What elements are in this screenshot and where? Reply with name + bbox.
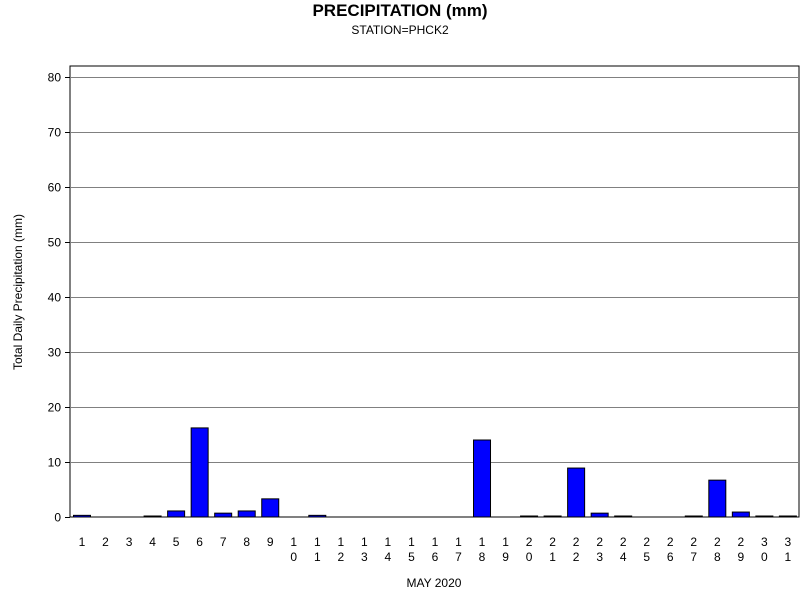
bar-day-11 <box>308 514 327 518</box>
x-axis-label: MAY 2020 <box>407 576 462 590</box>
bar-day-1 <box>73 514 91 518</box>
bar-day-6 <box>190 427 209 518</box>
bar-day-24 <box>614 515 633 518</box>
y-tick-label: 50 <box>48 236 62 250</box>
y-tick-label: 0 <box>54 511 61 525</box>
y-tick-label: 80 <box>48 71 62 85</box>
x-tick-label: 3 <box>126 535 133 549</box>
x-tick-label: 6 <box>196 535 203 549</box>
bar-day-5 <box>167 510 186 518</box>
y-tick-label: 70 <box>48 126 62 140</box>
x-tick-label: 2 <box>102 535 109 549</box>
y-tick-label: 40 <box>48 291 62 305</box>
bar-day-23 <box>590 512 609 518</box>
y-tick-label: 10 <box>48 456 62 470</box>
x-tick-label: 8 <box>243 535 250 549</box>
bar-day-9 <box>261 498 280 518</box>
bar-day-28 <box>708 479 727 518</box>
y-tick-label: 20 <box>48 401 62 415</box>
bar-day-27 <box>684 515 703 518</box>
chart-subtitle: STATION=PHCK2 <box>351 23 449 37</box>
bar-day-18 <box>473 439 492 518</box>
chart-title: PRECIPITATION (mm) <box>312 1 488 20</box>
y-axis-label: Total Daily Precipitation (mm) <box>11 214 25 370</box>
x-tick-label: 9 <box>267 535 274 549</box>
bar-day-30 <box>755 515 774 518</box>
plot-frame <box>69 65 800 518</box>
x-tick-label: 5 <box>173 535 180 549</box>
bar-day-7 <box>214 512 233 518</box>
y-tick-label: 60 <box>48 181 62 195</box>
x-tick-label: 7 <box>220 535 227 549</box>
y-tick-label: 30 <box>48 346 62 360</box>
bar-day-8 <box>237 510 256 518</box>
x-tick-label: 4 <box>149 535 156 549</box>
bar-day-31 <box>778 515 797 518</box>
bar-day-21 <box>543 515 562 518</box>
bar-day-29 <box>731 511 750 518</box>
bar-day-20 <box>520 515 539 518</box>
x-tick-label: 1 <box>79 535 86 549</box>
bar-day-4 <box>143 515 162 518</box>
bar-day-22 <box>567 467 586 518</box>
